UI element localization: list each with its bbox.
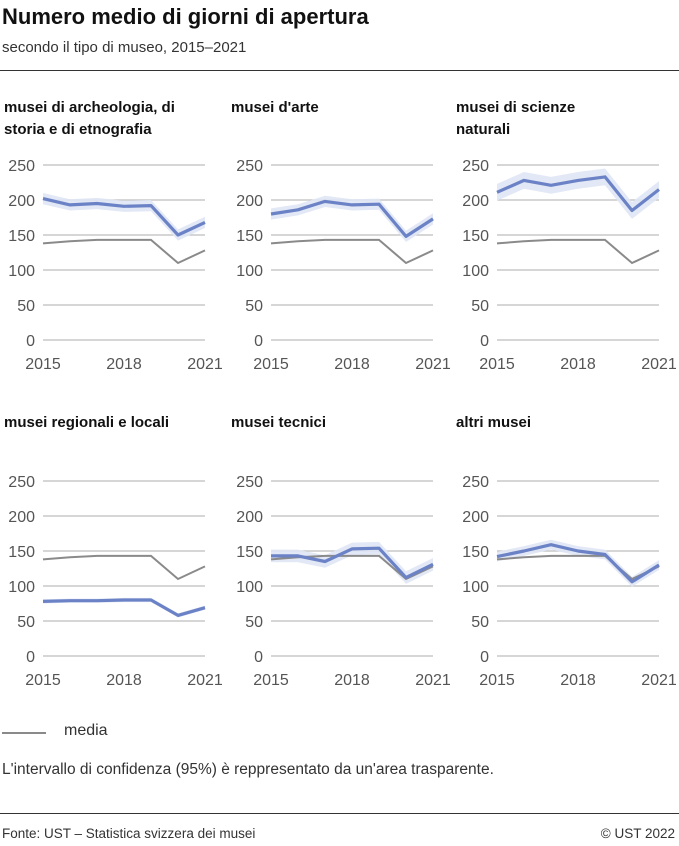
y-tick-label: 200 — [8, 193, 35, 210]
media-line — [496, 238, 660, 265]
y-tick-label: 0 — [26, 333, 35, 350]
media-line — [496, 554, 660, 581]
y-tick-label: 100 — [236, 579, 263, 596]
y-tick-label: 0 — [480, 333, 489, 350]
y-tick-label: 250 — [236, 158, 263, 175]
confidence-band — [271, 195, 433, 242]
page-title: Numero medio di giorni di apertura — [2, 4, 369, 29]
y-tick-label: 200 — [8, 509, 35, 526]
series-line — [42, 598, 206, 618]
y-tick-label: 50 — [17, 614, 35, 631]
x-tick-label: 2018 — [106, 672, 142, 689]
y-tick-label: 150 — [236, 544, 263, 561]
y-tick-label: 150 — [462, 228, 489, 245]
footer-divider — [0, 813, 679, 814]
legend-media-swatch — [2, 732, 46, 734]
media-line — [42, 554, 206, 581]
y-tick-label: 150 — [8, 228, 35, 245]
y-tick-label: 0 — [254, 649, 263, 666]
small-multiples-chart: 0 50 100 150 200 250 2015 2018 2021 0 50 100 150 200 2… — [8, 158, 677, 689]
x-tick-label: 2018 — [560, 672, 596, 689]
x-tick-label: 2021 — [415, 672, 451, 689]
x-tick-label: 2021 — [187, 672, 223, 689]
x-tick-label: 2021 — [415, 356, 451, 373]
y-tick-label: 250 — [8, 158, 35, 175]
y-tick-label: 250 — [462, 474, 489, 491]
confidence-band — [271, 541, 433, 584]
y-tick-label: 200 — [462, 193, 489, 210]
series-line — [496, 175, 660, 213]
panel-title: musei regionali e locali — [4, 414, 170, 431]
panel-title: musei d'arte — [231, 99, 319, 116]
y-tick-label: 100 — [236, 263, 263, 280]
y-tick-label: 100 — [8, 263, 35, 280]
y-tick-label: 50 — [245, 614, 263, 631]
x-tick-label: 2018 — [334, 672, 370, 689]
y-tick-label: 150 — [236, 228, 263, 245]
series-line — [42, 197, 206, 237]
x-tick-label: 2015 — [253, 672, 289, 689]
panel-title: musei di scienze naturali — [456, 99, 576, 138]
page-subtitle: secondo il tipo di museo, 2015–2021 — [2, 39, 247, 56]
y-tick-label: 50 — [17, 298, 35, 315]
x-tick-label: 2021 — [187, 356, 223, 373]
panel-title: musei di archeologia, di storia e di etn… — [4, 99, 175, 138]
x-tick-label: 2015 — [253, 356, 289, 373]
media-line — [270, 238, 434, 265]
y-tick-label: 0 — [254, 333, 263, 350]
y-tick-label: 200 — [462, 509, 489, 526]
y-tick-label: 100 — [462, 579, 489, 596]
y-tick-label: 50 — [471, 298, 489, 315]
series-line — [270, 199, 434, 238]
media-line — [42, 238, 206, 265]
y-tick-label: 50 — [471, 614, 489, 631]
panel-title: musei tecnici — [231, 414, 327, 431]
copyright-text: © UST 2022 — [600, 826, 675, 841]
y-tick-label: 100 — [8, 579, 35, 596]
header-divider — [0, 70, 679, 71]
series-line — [271, 546, 434, 580]
x-tick-label: 2018 — [334, 356, 370, 373]
y-tick-label: 100 — [462, 263, 489, 280]
y-tick-label: 0 — [480, 649, 489, 666]
x-tick-label: 2015 — [479, 356, 515, 373]
y-tick-label: 250 — [236, 474, 263, 491]
y-tick-label: 50 — [245, 298, 263, 315]
legend-media-label: media — [64, 722, 108, 739]
y-tick-label: 250 — [462, 158, 489, 175]
confidence-band — [497, 539, 659, 587]
y-tick-label: 200 — [236, 193, 263, 210]
confidence-band — [497, 168, 659, 219]
confidence-note: L'intervallo di confidenza (95%) è reppr… — [2, 761, 494, 778]
x-tick-label: 2015 — [25, 356, 61, 373]
x-tick-label: 2015 — [25, 672, 61, 689]
y-tick-label: 250 — [8, 474, 35, 491]
series-line — [496, 543, 660, 584]
x-tick-label: 2015 — [479, 672, 515, 689]
y-tick-label: 150 — [8, 544, 35, 561]
x-tick-label: 2021 — [641, 672, 677, 689]
panel-title: altri musei — [456, 414, 532, 431]
y-tick-label: 150 — [462, 544, 489, 561]
y-tick-label: 0 — [26, 649, 35, 666]
y-tick-label: 200 — [236, 509, 263, 526]
x-tick-label: 2018 — [106, 356, 142, 373]
x-tick-label: 2021 — [641, 356, 677, 373]
source-text: Fonte: UST – Statistica svizzera dei mus… — [2, 826, 256, 841]
x-tick-label: 2018 — [560, 356, 596, 373]
